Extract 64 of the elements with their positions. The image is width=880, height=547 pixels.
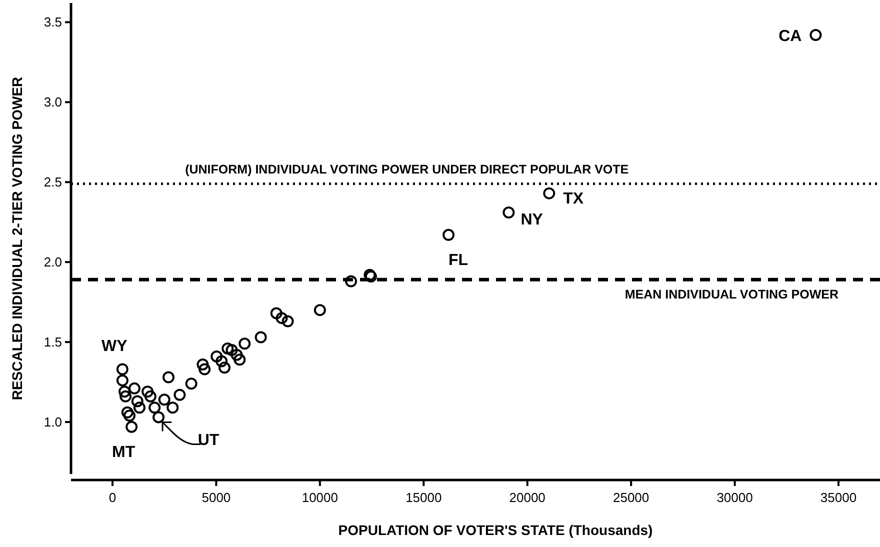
point — [123, 410, 136, 422]
point — [174, 388, 186, 401]
point — [142, 386, 154, 398]
x-tick-label: 35000 — [820, 490, 857, 505]
point — [162, 371, 174, 384]
annotation: WY — [102, 338, 128, 356]
point — [133, 402, 146, 414]
annotation: UT — [198, 432, 220, 450]
x-tick-label: 5000 — [202, 490, 231, 505]
x-axis-title: POPULATION OF VOTER'S STATE (Thousands) — [338, 522, 653, 538]
point — [166, 402, 179, 414]
point — [230, 348, 243, 361]
y-tick-label: 1.5 — [44, 334, 62, 350]
point — [442, 228, 455, 241]
x-tick-label: 0 — [108, 490, 116, 505]
point — [116, 374, 128, 386]
point — [234, 354, 246, 366]
point — [121, 406, 134, 418]
point — [116, 363, 128, 376]
point — [144, 390, 156, 402]
y-tick-label: 3.0 — [44, 94, 62, 110]
y-tick-label: 3.5 — [44, 14, 62, 30]
point — [314, 304, 326, 316]
point — [128, 382, 140, 394]
ref-line-label: (UNIFORM) INDIVIDUAL VOTING POWER UNDER DIRECT POPULAR VOTE — [185, 162, 629, 177]
point — [543, 187, 556, 200]
point — [185, 378, 198, 390]
point — [276, 312, 288, 324]
annotation: FL — [448, 252, 468, 269]
annotation: CA — [778, 28, 802, 45]
point — [198, 363, 211, 376]
x-tick-label: 25000 — [613, 490, 650, 505]
point — [210, 350, 223, 362]
point — [118, 386, 131, 398]
point — [196, 358, 209, 370]
point — [282, 315, 294, 328]
point — [131, 395, 144, 408]
point — [238, 338, 251, 350]
point — [216, 355, 228, 368]
point — [345, 275, 358, 288]
point — [158, 394, 170, 406]
point — [502, 206, 515, 219]
x-tick-label: 20000 — [509, 490, 546, 505]
x-tick-label: 15000 — [406, 490, 442, 505]
point — [222, 342, 234, 354]
y-tick-label: 1.0 — [44, 414, 62, 430]
y-tick-label: 2.0 — [44, 254, 62, 270]
point — [810, 28, 822, 41]
x-tick-label: 10000 — [302, 490, 338, 505]
point — [218, 362, 231, 374]
point — [126, 420, 138, 433]
y-tick-label: 2.5 — [44, 174, 62, 190]
point — [270, 307, 282, 320]
point — [226, 344, 238, 356]
ref-line-label: MEAN INDIVIDUAL VOTING POWER — [624, 288, 839, 302]
x-tick-label: 30000 — [716, 490, 753, 505]
annotation: TX — [563, 190, 584, 208]
point — [152, 411, 165, 424]
point — [254, 331, 267, 344]
annotation: MT — [112, 444, 136, 461]
y-axis-title: RESCALED INDIVIDUAL 2-TIER VOTING POWER — [9, 76, 25, 400]
point — [120, 390, 132, 402]
annotation: NY — [520, 212, 544, 229]
point — [148, 402, 161, 414]
